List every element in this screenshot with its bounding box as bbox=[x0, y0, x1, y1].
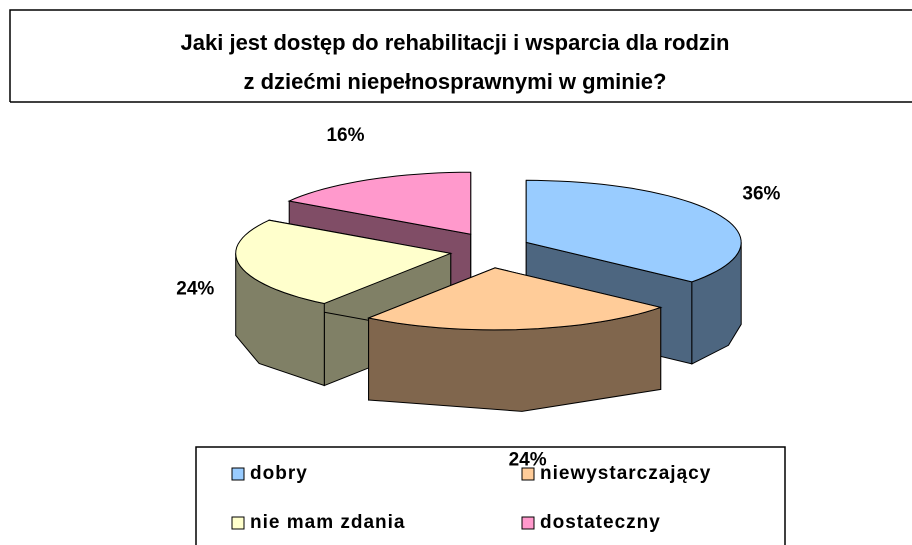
legend-box bbox=[195, 446, 786, 545]
legend-swatch bbox=[231, 516, 245, 530]
slice bbox=[287, 171, 472, 235]
value-label: 36% bbox=[742, 184, 780, 205]
legend-swatch bbox=[521, 467, 535, 481]
legend-label: niewystarczający bbox=[540, 463, 711, 484]
slice bbox=[366, 267, 663, 331]
slice bbox=[235, 219, 453, 305]
chart-title: Jaki jest dostęp do rehabilitacji i wspa… bbox=[181, 30, 730, 55]
slice bbox=[525, 179, 742, 283]
title-box bbox=[9, 9, 912, 103]
value-label: 24% bbox=[176, 279, 214, 300]
pie: 36% 24% 24% 16% bbox=[176, 125, 780, 470]
legend-label: dostateczny bbox=[540, 512, 661, 533]
chart-title: z dziećmi niepełnosprawnymi w gminie? bbox=[244, 69, 667, 94]
legend-swatch bbox=[521, 516, 535, 530]
value-label: 16% bbox=[326, 125, 364, 146]
legend-label: nie mam zdania bbox=[250, 512, 406, 533]
value-label: 24% bbox=[509, 449, 547, 470]
legend-label: dobry bbox=[250, 463, 308, 484]
legend: dobry niewystarczający nie mam zdania dosta… bbox=[195, 446, 786, 545]
legend-swatch bbox=[231, 467, 245, 481]
